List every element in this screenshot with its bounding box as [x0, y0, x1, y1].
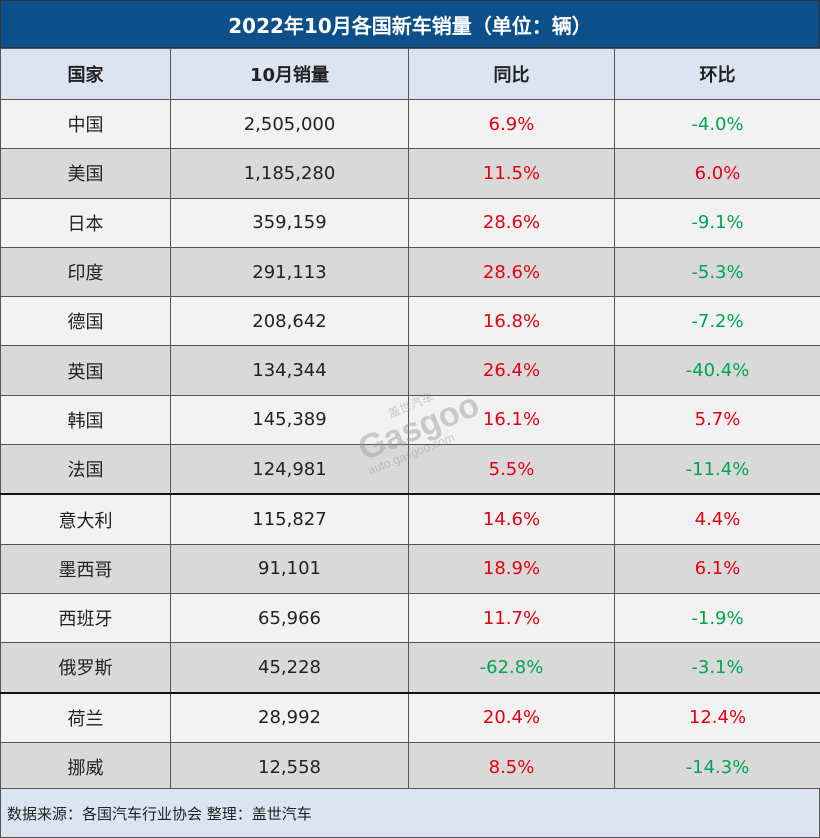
table-row: 中国 2,505,000 6.9% -4.0%	[0, 98, 820, 150]
sales-cell: 134,344	[170, 345, 409, 396]
yoy-cell: 5.5%	[408, 444, 615, 495]
mom-cell: 6.1%	[614, 543, 820, 594]
country-cell: 西班牙	[0, 592, 171, 644]
table-row: 墨西哥 91,101 18.9% 6.1%	[0, 543, 820, 594]
mom-cell: 12.4%	[614, 691, 820, 743]
mom-cell: -14.3%	[614, 741, 820, 793]
mom-cell: -7.2%	[614, 296, 820, 347]
sales-cell: 45,228	[170, 642, 409, 694]
mom-cell: 4.4%	[614, 493, 820, 545]
table-row: 挪威 12,558 8.5% -14.3%	[0, 741, 820, 793]
mom-cell: -4.0%	[614, 98, 820, 150]
sales-cell: 291,113	[170, 246, 409, 298]
table-row: 西班牙 65,966 11.7% -1.9%	[0, 592, 820, 644]
sales-cell: 124,981	[170, 444, 409, 495]
country-cell: 韩国	[0, 394, 171, 446]
country-cell: 中国	[0, 98, 171, 150]
sales-cell: 12,558	[170, 741, 409, 793]
yoy-cell: 16.1%	[408, 394, 615, 446]
yoy-cell: 11.7%	[408, 592, 615, 644]
mom-cell: -3.1%	[614, 642, 820, 694]
table-row: 意大利 115,827 14.6% 4.4%	[0, 493, 820, 545]
table-row: 印度 291,113 28.6% -5.3%	[0, 246, 820, 298]
country-cell: 荷兰	[0, 691, 171, 743]
yoy-cell: 6.9%	[408, 98, 615, 150]
country-cell: 日本	[0, 197, 171, 248]
mom-cell: -1.9%	[614, 592, 820, 644]
yoy-cell: 28.6%	[408, 197, 615, 248]
yoy-cell: 28.6%	[408, 246, 615, 298]
sales-cell: 91,101	[170, 543, 409, 594]
header-mom: 环比	[614, 48, 820, 100]
mom-cell: -40.4%	[614, 345, 820, 396]
sales-table: 国家 10月销量 同比 环比 中国 2,505,000 6.9% -4.0% 美国 1,1…	[0, 48, 820, 793]
mom-cell: -11.4%	[614, 444, 820, 495]
yoy-cell: 11.5%	[408, 148, 615, 199]
table-row: 荷兰 28,992 20.4% 12.4%	[0, 691, 820, 743]
country-cell: 意大利	[0, 493, 171, 545]
country-cell: 德国	[0, 296, 171, 347]
sales-cell: 2,505,000	[170, 98, 409, 150]
table-row: 日本 359,159 28.6% -9.1%	[0, 197, 820, 248]
table-row: 俄罗斯 45,228 -62.8% -3.1%	[0, 642, 820, 694]
yoy-cell: 26.4%	[408, 345, 615, 396]
table-row: 美国 1,185,280 11.5% 6.0%	[0, 148, 820, 199]
table-row: 德国 208,642 16.8% -7.2%	[0, 296, 820, 347]
country-cell: 法国	[0, 444, 171, 495]
yoy-cell: 20.4%	[408, 691, 615, 743]
table-title: 2022年10月各国新车销量（单位：辆）	[0, 0, 820, 48]
yoy-cell: 18.9%	[408, 543, 615, 594]
sales-cell: 208,642	[170, 296, 409, 347]
country-cell: 挪威	[0, 741, 171, 793]
yoy-cell: 14.6%	[408, 493, 615, 545]
mom-cell: -5.3%	[614, 246, 820, 298]
country-cell: 美国	[0, 148, 171, 199]
country-cell: 印度	[0, 246, 171, 298]
table-row: 英国 134,344 26.4% -40.4%	[0, 345, 820, 396]
sales-cell: 65,966	[170, 592, 409, 644]
header-country: 国家	[0, 48, 171, 100]
sales-cell: 28,992	[170, 691, 409, 743]
mom-cell: 6.0%	[614, 148, 820, 199]
yoy-cell: 16.8%	[408, 296, 615, 347]
header-yoy: 同比	[408, 48, 615, 100]
country-cell: 墨西哥	[0, 543, 171, 594]
yoy-cell: 8.5%	[408, 741, 615, 793]
sales-cell: 115,827	[170, 493, 409, 545]
yoy-cell: -62.8%	[408, 642, 615, 694]
header-row: 国家 10月销量 同比 环比	[0, 48, 820, 100]
country-cell: 英国	[0, 345, 171, 396]
country-cell: 俄罗斯	[0, 642, 171, 694]
table-row: 法国 124,981 5.5% -11.4%	[0, 444, 820, 495]
sales-cell: 359,159	[170, 197, 409, 248]
mom-cell: -9.1%	[614, 197, 820, 248]
source-note: 数据来源：各国汽车行业协会 整理：盖世汽车	[0, 788, 820, 838]
table-row: 韩国 145,389 16.1% 5.7%	[0, 394, 820, 446]
mom-cell: 5.7%	[614, 394, 820, 446]
header-sales: 10月销量	[170, 48, 409, 100]
sales-cell: 1,185,280	[170, 148, 409, 199]
sales-cell: 145,389	[170, 394, 409, 446]
